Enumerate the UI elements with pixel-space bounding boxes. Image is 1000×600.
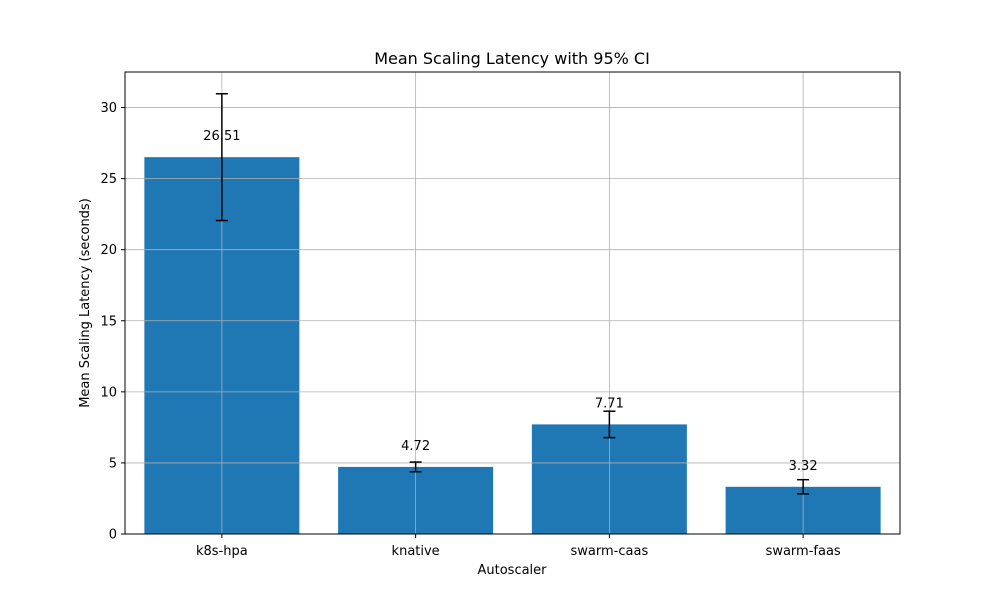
y-tick-label: 5: [109, 456, 117, 471]
x-tick-label-swarm-faas: swarm-faas: [766, 544, 841, 559]
y-tick-label: 30: [100, 101, 117, 116]
bars: [144, 157, 881, 534]
error-bars: [215, 92, 810, 495]
plot-frame: [124, 71, 901, 535]
data-labels: 26.51 4.72 7.71 3.32: [203, 129, 817, 474]
y-tick-label: 10: [100, 385, 117, 400]
data-label-k8s-hpa: 26.51: [203, 129, 240, 144]
data-label-swarm-caas: 7.71: [595, 396, 624, 411]
x-axis-label: Autoscaler: [477, 563, 547, 578]
chart-title: Mean Scaling Latency with 95% CI: [374, 49, 650, 68]
x-tick-label-swarm-caas: swarm-caas: [571, 544, 649, 559]
tick-labels: 0 5 10 15 20 25 30 k8s-hpa knative swarm-caas swar…: [100, 101, 840, 559]
x-tick-label-knative: knative: [392, 544, 440, 559]
y-tick-label: 25: [100, 172, 117, 187]
data-label-knative: 4.72: [401, 439, 430, 454]
y-tick-label: 15: [100, 314, 117, 329]
axes: [121, 71, 901, 538]
x-tick-label-k8s-hpa: k8s-hpa: [196, 544, 248, 559]
y-axis-label: Mean Scaling Latency (seconds): [78, 198, 93, 408]
y-tick-label: 0: [109, 528, 117, 543]
y-tick-label: 20: [100, 243, 117, 258]
data-label-swarm-faas: 3.32: [789, 459, 818, 474]
